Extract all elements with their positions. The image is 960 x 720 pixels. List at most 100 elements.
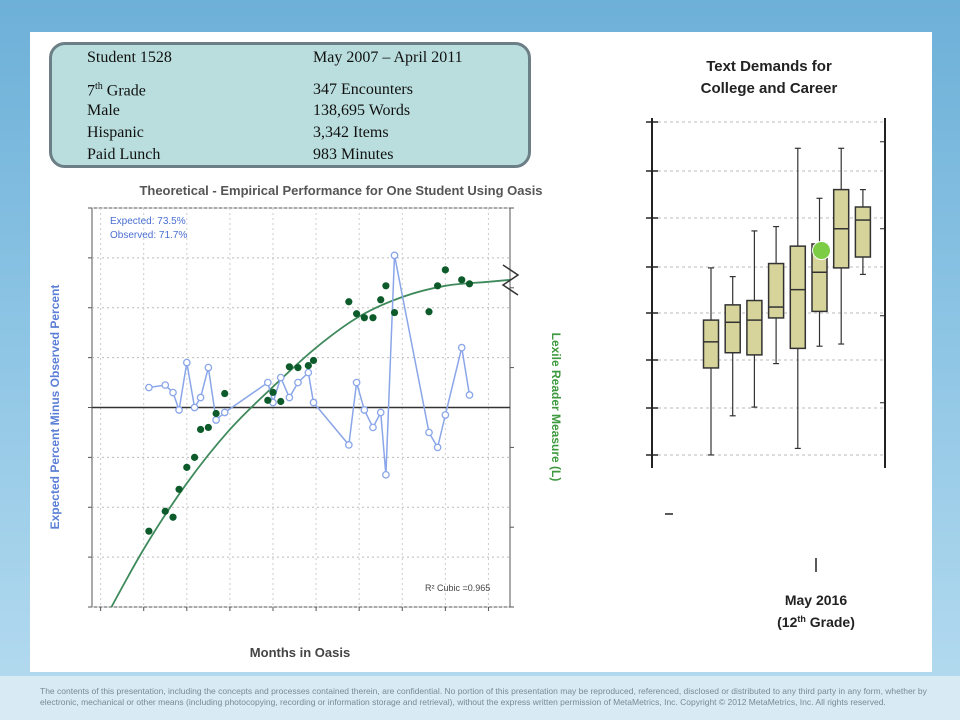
observed-point (344, 441, 353, 449)
lexile-point (175, 485, 183, 493)
performance-chart-title: Theoretical - Empirical Performance for … (139, 183, 542, 198)
observed-point (433, 443, 442, 452)
lexile-point (285, 363, 293, 371)
y-axis-ticks (88, 207, 92, 608)
right-axis-ticks (880, 141, 885, 404)
student-info-box: Student 1528 7th Grade Male Hispanic Pai… (49, 42, 531, 168)
r-squared-annotation: R² Cubic =0.965 (425, 583, 490, 593)
lexile-point (390, 308, 399, 317)
lexile-point (425, 308, 433, 316)
observed-point (441, 411, 450, 419)
box-body (767, 262, 785, 319)
observed-point (382, 470, 390, 479)
observed-point (425, 428, 433, 437)
observed-point (196, 393, 205, 402)
grade-word: Grade (102, 82, 146, 100)
x-axis-label: Months in Oasis (250, 645, 350, 660)
observed-point (309, 398, 318, 407)
lexile-point (169, 513, 177, 521)
box-body (746, 299, 763, 356)
lexile-point (309, 356, 318, 365)
observed-point (182, 358, 191, 367)
observed-point (263, 378, 272, 387)
lexile-point (264, 396, 272, 404)
student-marker-layer (812, 241, 831, 260)
y-axis-label: Expected Percent Minus Observed Percent (48, 285, 62, 530)
box-body (724, 304, 741, 354)
observed-point (285, 393, 294, 402)
observed-point (204, 363, 213, 372)
axis-break-mark (501, 264, 520, 296)
y2-axis-label: Lexile Reader Measure (L) (549, 333, 563, 482)
observed-point (294, 378, 302, 387)
lexile-point (304, 362, 312, 370)
observed-point (145, 383, 153, 392)
may-2016-label: May 2016 (785, 592, 847, 608)
encounters-text: 347 Encounters (313, 81, 413, 98)
lexile-point (441, 266, 449, 274)
box-body (789, 245, 807, 350)
lexile-point (221, 389, 229, 398)
confidentiality-notice: The contents of this presentation, inclu… (40, 686, 927, 707)
observed-point (390, 251, 399, 260)
fit-curve-layer (110, 278, 510, 607)
student-lexile-marker (812, 241, 831, 260)
observed-point (276, 373, 285, 382)
lexile-point (377, 296, 385, 304)
observed-point (376, 408, 385, 417)
left-axis-ticks (646, 121, 658, 456)
grade-suffix: th (95, 81, 103, 92)
observed-point (304, 368, 313, 377)
observed-point (465, 391, 474, 399)
lexile-point (204, 423, 212, 432)
gender-text: Male (87, 102, 120, 119)
lexile-point (434, 282, 442, 290)
ethnicity-text: Hispanic (87, 124, 144, 141)
date-range-text: May 2007 – April 2011 (313, 49, 463, 66)
student-id-text: Student 1528 (87, 49, 172, 66)
legend-observed: Observed: 71.7% (110, 230, 187, 241)
lexile-point (277, 397, 285, 406)
gridlines (92, 207, 510, 608)
lexile-point (458, 276, 466, 284)
observed-point (169, 388, 177, 397)
performance-chart: Theoretical - Empirical Performance for … (48, 183, 563, 660)
lexile-point (196, 425, 205, 434)
legend-expected: Expected: 73.5% (110, 216, 186, 227)
y2-axis-ticks (510, 207, 514, 608)
observed-point (352, 378, 361, 387)
observed-point (161, 381, 170, 389)
observed-point (220, 408, 229, 417)
lexile-point (294, 364, 302, 372)
grade-text: 7th Grade (87, 81, 146, 100)
twelfth-grade-suffix: th (797, 614, 806, 624)
lexile-point (269, 388, 277, 396)
observed-point (175, 406, 183, 414)
words-text: 138,695 Words (313, 102, 411, 119)
observed-series-layer (145, 251, 474, 479)
observed-point (457, 343, 466, 352)
box-body (702, 319, 720, 369)
text-demands-title-line1: Text Demands for (706, 58, 832, 75)
minutes-text: 983 Minutes (313, 146, 394, 163)
lexile-point (183, 463, 191, 471)
lexile-point (382, 282, 390, 290)
lexile-points-layer (145, 266, 474, 535)
observed-point (212, 416, 220, 424)
lexile-point (145, 527, 153, 535)
lexile-point (161, 507, 169, 515)
twelfth-grade-label: (12th Grade) (777, 614, 855, 630)
twelfth-grade-word: Grade) (806, 614, 855, 630)
observed-point (190, 403, 199, 412)
footer-bar (0, 676, 960, 720)
boxplots-layer (702, 147, 872, 456)
lexile-point (345, 298, 353, 306)
box-body (854, 206, 872, 258)
observed-point (369, 423, 377, 432)
text-demands-title-line2: College and Career (701, 80, 838, 97)
x-axis-ticks (100, 607, 489, 611)
cubic-fit-curve (110, 278, 510, 607)
lunch-text: Paid Lunch (87, 146, 161, 163)
lexile-point (190, 453, 199, 461)
